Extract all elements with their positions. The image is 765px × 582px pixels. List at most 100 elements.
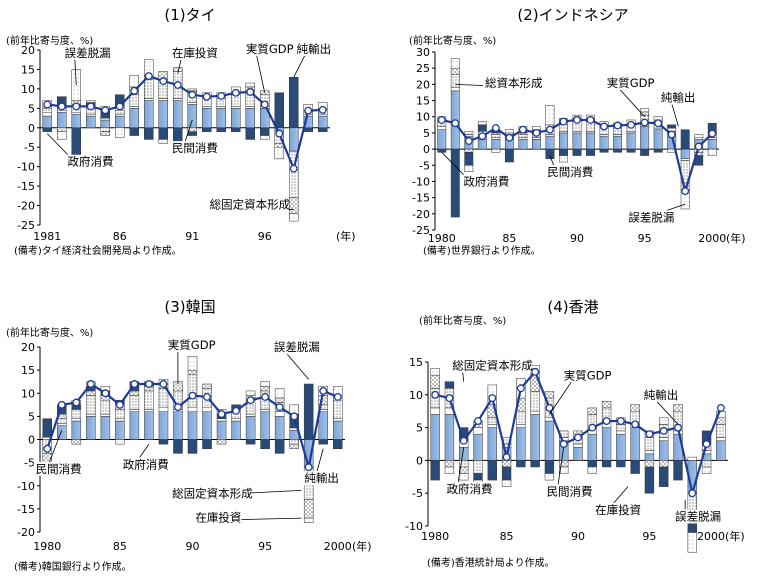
series-label: 誤差脱漏: [628, 210, 674, 224]
y-tick-label: -5: [419, 159, 430, 172]
y-tick-label: 15: [409, 356, 423, 369]
source-note: (備考)世界銀行より作成。: [423, 242, 541, 257]
bar-private_consumption: [159, 101, 168, 128]
bar-private_consumption: [319, 412, 328, 440]
gdp-point: [102, 107, 109, 114]
bar-net_exports: [188, 440, 197, 454]
bar-gross_fixed_capital: [86, 396, 95, 415]
bar-government_consumption: [72, 419, 81, 421]
bar-discrepancy: [159, 139, 168, 143]
bar-discrepancy: [545, 474, 554, 481]
y-tick-label: 30: [416, 46, 430, 59]
bar-private_consumption: [159, 412, 168, 440]
y-tick-label: 25: [416, 62, 430, 75]
bar-private_consumption: [318, 116, 327, 128]
bar-government_consumption: [246, 106, 255, 108]
bar-government_consumption: [246, 414, 255, 416]
bar-private_consumption: [532, 139, 540, 149]
bar-discrepancy: [588, 467, 597, 474]
series-label: 純輸出: [297, 42, 332, 56]
bar-gross_fixed_capital: [57, 419, 66, 424]
y-tick-label: 5: [28, 410, 35, 423]
x-year-unit: (年): [352, 539, 372, 553]
gdp-point: [668, 131, 675, 138]
series-label: 誤差脱漏: [675, 509, 721, 523]
gdp-point: [175, 404, 182, 411]
bar-discrepancy: [708, 149, 716, 155]
bar-government_consumption: [438, 126, 446, 129]
gdp-point: [44, 101, 51, 108]
bar-inventory: [502, 460, 511, 467]
bar-gross_fixed_capital: [531, 392, 540, 412]
bar-discrepancy: [492, 149, 500, 152]
bar-inventory: [261, 386, 270, 391]
series-label: 総資本形成: [485, 76, 543, 90]
bar-gross_fixed_capital: [519, 135, 527, 138]
bar-government_consumption: [574, 444, 583, 447]
bar-net_exports: [531, 460, 540, 467]
series-label: 在庫投資: [172, 46, 218, 60]
bar-discrepancy: [246, 391, 255, 396]
gdp-point: [276, 130, 283, 137]
bar-inventory: [217, 440, 226, 445]
bar-net_exports: [43, 128, 52, 132]
bar-inventory: [645, 460, 654, 467]
gdp-point: [145, 73, 152, 80]
bar-net_exports: [231, 128, 240, 132]
gdp-point: [290, 165, 297, 172]
bar-government_consumption: [488, 424, 497, 427]
gdp-point: [305, 464, 312, 471]
gdp-point: [589, 424, 596, 431]
bar-government_consumption: [202, 106, 211, 108]
x-tick-label: 90: [571, 530, 585, 543]
gdp-point: [703, 441, 710, 448]
bar-net_exports: [438, 149, 446, 152]
bar-government_consumption: [531, 411, 540, 414]
bar-gross_fixed_capital: [115, 110, 124, 114]
gdp-point: [261, 101, 268, 108]
bar-gross_fixed_capital: [101, 400, 110, 414]
gdp-point: [204, 394, 211, 401]
y-tick-label: -10: [17, 480, 35, 493]
y-tick-label: 5: [423, 127, 430, 140]
bar-net_exports: [645, 467, 654, 493]
bar-private_consumption: [173, 412, 182, 440]
series-label: 民間消費: [172, 141, 218, 155]
bar-discrepancy: [695, 135, 703, 138]
x-tick-label: 95: [638, 232, 652, 245]
bar-net_exports: [260, 128, 269, 136]
series-label: 総固定資本形成: [172, 486, 253, 500]
bar-inventory: [602, 401, 611, 408]
gdp-point: [506, 134, 513, 141]
bar-private_consumption: [600, 136, 608, 149]
label-leader: [256, 52, 265, 93]
bar-inventory: [674, 405, 683, 412]
bar-inventory: [631, 405, 640, 412]
bar-private_consumption: [173, 101, 182, 128]
bar-net_exports: [144, 128, 153, 140]
bar-gross_fixed_capital: [101, 128, 110, 132]
series-label: 実質GDP: [564, 368, 612, 382]
bar-discrepancy: [546, 105, 554, 124]
bar-net_exports: [275, 93, 284, 128]
bar-inventory: [101, 132, 110, 136]
bar-private_consumption: [516, 428, 525, 461]
y-tick-label: -15: [17, 503, 35, 516]
bar-net_exports: [246, 440, 255, 445]
bar-gross_fixed_capital: [72, 409, 81, 418]
gdp-point: [174, 82, 181, 89]
bar-gross_fixed_capital: [43, 108, 52, 112]
bar-private_consumption: [101, 416, 110, 439]
gdp-point: [689, 490, 696, 497]
gdp-point: [247, 397, 254, 404]
series-label: 実質GDP: [168, 338, 216, 352]
bar-discrepancy: [289, 213, 298, 221]
bar-gross_fixed_capital: [144, 79, 153, 98]
bar-discrepancy: [431, 369, 440, 376]
gdp-point: [475, 418, 482, 425]
bar-discrepancy: [459, 474, 468, 481]
bar-net_exports: [627, 149, 635, 152]
y-tick-label: -10: [17, 161, 35, 174]
series-label: 政府消費: [463, 175, 509, 189]
